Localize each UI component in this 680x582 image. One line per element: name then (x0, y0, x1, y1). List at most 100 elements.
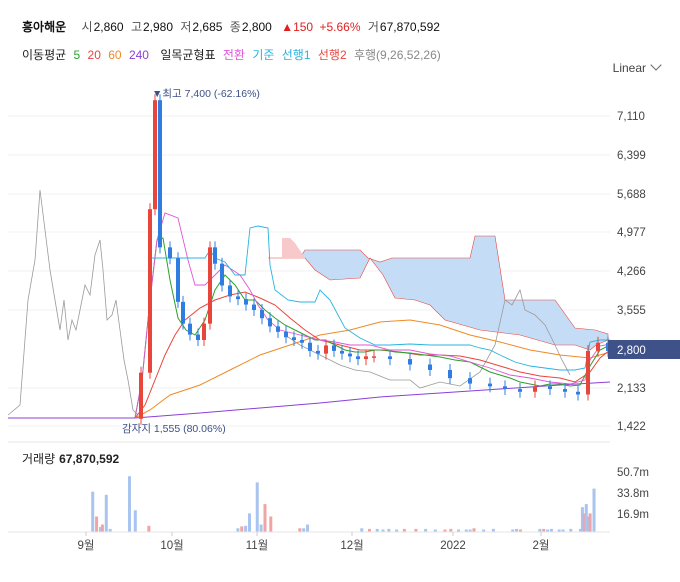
volume-bar (449, 528, 453, 532)
candle-body (284, 331, 288, 338)
candle-body (356, 356, 360, 360)
candle-body (428, 364, 432, 370)
x-tick-label: 10월 (160, 539, 183, 552)
stock-name: 흥아해운 (22, 20, 67, 34)
ma-240[interactable]: 240 (128, 48, 149, 62)
volume-bar (538, 528, 542, 532)
candle-body (468, 378, 472, 384)
candle-body (148, 209, 152, 373)
candle-body (332, 345, 336, 351)
indicator-legend: 이동평균 5 20 60 240 일목균형표 전환 기준 선행1 선행2 후행(… (22, 46, 445, 63)
conversion-line (134, 212, 611, 419)
last-price-tag (608, 340, 680, 359)
volume-bar (395, 529, 399, 532)
volume-bar (360, 528, 364, 532)
price-tick-label: 4,977 (617, 227, 646, 239)
volume-bar (255, 482, 259, 532)
volume-bar (133, 510, 137, 532)
ichimoku-cloud-negative (282, 238, 305, 258)
volume-bar (433, 529, 437, 532)
candle-body (340, 350, 344, 354)
lagging-span-line (7, 189, 139, 416)
volume-bar (248, 513, 251, 532)
volume-bar (472, 528, 476, 532)
x-tick-label: 9월 (78, 539, 95, 552)
volume-bar (402, 528, 406, 532)
change-value: ▲150 (281, 20, 314, 34)
candle-body (308, 342, 312, 351)
high-annotation: ▼최고 7,400 (-62.16%) (152, 88, 260, 100)
volume-tick-label: 50.7m (617, 467, 649, 479)
ichimoku-span2[interactable]: 선행2 (317, 48, 347, 62)
candle-body (448, 369, 452, 379)
volume-bar (306, 524, 310, 532)
candle-body (252, 304, 256, 311)
volume-bar (414, 528, 418, 532)
time-axis: 9월 10월 11월 12월 2022 2월 (78, 532, 549, 552)
volume-bar (236, 528, 240, 532)
candle-body (372, 356, 376, 358)
ichimoku-conversion[interactable]: 전환 (222, 48, 245, 62)
candle-body (388, 356, 392, 360)
volume-bar (468, 529, 472, 532)
volume-bar (298, 528, 302, 532)
volume-bar (240, 526, 244, 532)
volume-tick-label: 33.8m (617, 488, 649, 500)
candle-body (276, 326, 280, 332)
volume-bar (482, 529, 486, 532)
volume-bar (578, 528, 582, 532)
candle-body (576, 391, 580, 395)
candle-body (208, 247, 212, 324)
candle-body (518, 389, 522, 392)
candle-body (168, 247, 172, 259)
volume-bar (464, 529, 468, 532)
volume-bar (569, 528, 573, 532)
candle-body (596, 342, 600, 351)
candle-body (196, 334, 200, 340)
volume-bar (582, 513, 586, 532)
candle-body (213, 247, 217, 264)
ma-5[interactable]: 5 (73, 48, 81, 62)
volume-bar (424, 528, 428, 532)
volume-bar (269, 516, 273, 532)
ma-60[interactable]: 60 (108, 48, 122, 62)
ichimoku-span1[interactable]: 선행1 (281, 48, 311, 62)
scale-dropdown[interactable]: Linear (613, 59, 662, 75)
volume-bar (511, 529, 515, 532)
close-value: 2,800 (241, 20, 272, 34)
ichimoku-label: 일목균형표 (160, 48, 216, 62)
volume-axis: 50.7m 33.8m 16.9m (617, 467, 649, 521)
x-tick-label: 11월 (246, 539, 269, 552)
candle-body (236, 296, 240, 300)
volume-bar (518, 529, 522, 532)
candle-body (408, 359, 412, 365)
volume-bar (263, 504, 267, 532)
x-tick-label: 2022 (440, 540, 466, 552)
low-annotation: 감자지 1,555 (80.06%) (122, 423, 226, 435)
candle-body (188, 323, 192, 335)
volume-bar (98, 527, 102, 532)
volume-bar (588, 513, 592, 532)
volume-bar (580, 507, 584, 532)
candle-body (348, 353, 352, 357)
volume-title-value: 67,870,592 (59, 452, 120, 466)
candles (139, 94, 610, 425)
candle-body (292, 337, 296, 340)
price-tick-label: 4,266 (617, 266, 646, 278)
high-label: 고 (130, 20, 142, 34)
ichimoku-lagging[interactable]: 후행(9,26,52,26) (353, 48, 441, 62)
candle-body (300, 339, 304, 343)
candle-body (548, 386, 552, 390)
candle-body (586, 350, 590, 395)
ma-240-line (134, 381, 611, 419)
price-tick-label: 7,110 (617, 111, 645, 123)
last-price-text: 2,800 (617, 345, 646, 357)
ichimoku-base[interactable]: 기준 (252, 48, 275, 62)
open-label: 시 (81, 20, 93, 34)
volume-bar (104, 494, 108, 532)
ma-20[interactable]: 20 (87, 48, 101, 62)
low-value: 2,685 (192, 20, 223, 34)
price-tick-label: 6,399 (617, 150, 646, 162)
volume-bar (387, 528, 391, 532)
